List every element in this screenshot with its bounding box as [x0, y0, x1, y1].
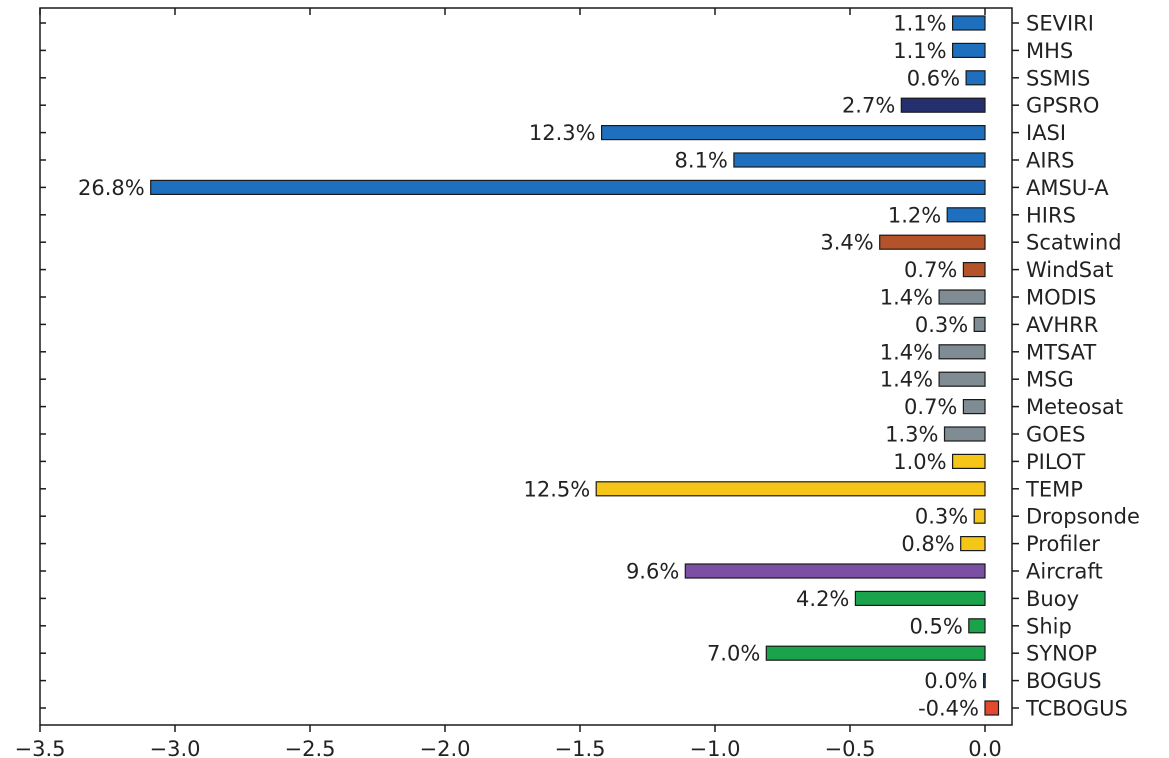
category-label-hirs: HIRS [1026, 203, 1076, 227]
bar-meteosat [962, 399, 986, 415]
bar-temp [595, 481, 986, 497]
bar-pilot [951, 453, 986, 469]
bar-avhrr [973, 316, 986, 332]
data-label-ssmis: 0.6% [907, 66, 960, 90]
data-label-bogus: 0.0% [924, 669, 977, 693]
bar-iasi [600, 124, 986, 141]
bar-ship [968, 618, 986, 634]
data-label-msg: 1.4% [880, 368, 933, 392]
bar-goes [943, 426, 986, 442]
data-label-mtsat: 1.4% [880, 340, 933, 364]
data-label-profiler: 0.8% [901, 532, 954, 556]
data-label-meteosat: 0.7% [904, 395, 957, 419]
data-label-gpsro: 2.7% [842, 94, 895, 118]
data-label-pilot: 1.0% [893, 450, 946, 474]
labels-layer: 1.1% SEVIRI 1.1% MHS 0.6% SSMIS 2.7% GPSRO 12.3%… [78, 12, 1140, 721]
bar-seviri [951, 15, 986, 31]
category-label-dropsonde: Dropsonde [1026, 505, 1140, 529]
category-label-ship: Ship [1026, 614, 1072, 638]
data-label-tcbogus: -0.4% [918, 697, 979, 721]
data-label-hirs: 1.2% [888, 203, 941, 227]
category-label-goes: GOES [1026, 423, 1085, 447]
category-label-mhs: MHS [1026, 39, 1073, 63]
x-tick-label: −1.0 [690, 737, 741, 758]
data-label-scatwind: 3.4% [820, 231, 873, 255]
axes-layer: −3.5 −3.0 −2.5 −2.0 −1.5 −1.0 −0.5 0.0 [15, 7, 1019, 758]
x-tick-label: −3.5 [15, 737, 66, 758]
data-label-synop: 7.0% [707, 642, 760, 666]
bar-tcbogus [984, 700, 1000, 716]
plot-frame [39, 7, 1013, 726]
category-label-bogus: BOGUS [1026, 669, 1102, 693]
data-label-temp: 12.5% [523, 477, 590, 501]
bar-ssmis [965, 70, 986, 86]
data-label-mhs: 1.1% [893, 39, 946, 63]
category-label-synop: SYNOP [1026, 642, 1097, 666]
data-label-windsat: 0.7% [904, 258, 957, 282]
category-label-pilot: PILOT [1026, 450, 1085, 474]
category-label-windsat: WindSat [1026, 258, 1113, 282]
category-label-modis: MODIS [1026, 286, 1096, 310]
category-label-profiler: Profiler [1026, 532, 1100, 556]
data-label-seviri: 1.1% [893, 12, 946, 36]
data-label-goes: 1.3% [885, 423, 938, 447]
x-tick-label: −0.5 [825, 737, 876, 758]
data-label-airs: 8.1% [675, 149, 728, 173]
category-label-gpsro: GPSRO [1026, 94, 1099, 118]
bar-windsat [962, 262, 986, 278]
bar-msg [938, 371, 986, 387]
category-label-avhrr: AVHRR [1026, 313, 1098, 337]
category-label-seviri: SEVIRI [1026, 12, 1094, 36]
category-label-iasi: IASI [1026, 121, 1066, 145]
bars-layer [150, 15, 1000, 716]
category-label-buoy: Buoy [1026, 587, 1079, 611]
bar-bogus [983, 672, 986, 689]
bar-mhs [951, 42, 986, 59]
bar-dropsonde [973, 508, 986, 524]
category-label-airs: AIRS [1026, 149, 1074, 173]
category-label-amsu-a: AMSU-A [1026, 176, 1109, 200]
x-tick-label: −2.0 [420, 737, 471, 758]
bar-mtsat [938, 344, 986, 360]
category-label-ssmis: SSMIS [1026, 66, 1090, 90]
bar-modis [938, 289, 986, 305]
category-label-meteosat: Meteosat [1026, 395, 1123, 419]
category-label-mtsat: MTSAT [1026, 340, 1096, 364]
x-tick-label: −1.5 [555, 737, 606, 758]
data-label-avhrr: 0.3% [915, 313, 968, 337]
data-label-modis: 1.4% [880, 286, 933, 310]
data-label-aircraft: 9.6% [626, 560, 679, 584]
x-tick-label: −2.5 [285, 737, 336, 758]
bar-hirs [946, 207, 986, 223]
bar-buoy [854, 590, 986, 607]
category-label-scatwind: Scatwind [1026, 231, 1122, 255]
x-tick-label: 0.0 [968, 737, 1001, 758]
bar-amsu-a [150, 179, 986, 195]
bar-airs [733, 152, 986, 168]
data-label-buoy: 4.2% [796, 587, 849, 611]
data-label-iasi: 12.3% [529, 121, 596, 145]
bar-aircraft [684, 563, 986, 579]
category-label-tcbogus: TCBOGUS [1025, 697, 1128, 721]
bar-profiler [960, 535, 986, 552]
bar-gpsro [900, 97, 986, 113]
x-tick-label: −3.0 [150, 737, 201, 758]
data-label-ship: 0.5% [909, 614, 962, 638]
bar-synop [765, 645, 986, 661]
data-label-amsu-a: 26.8% [78, 176, 145, 200]
category-label-temp: TEMP [1025, 477, 1083, 501]
category-label-msg: MSG [1026, 368, 1074, 392]
bar-scatwind [879, 234, 986, 250]
data-label-dropsonde: 0.3% [915, 505, 968, 529]
category-label-aircraft: Aircraft [1026, 560, 1103, 584]
